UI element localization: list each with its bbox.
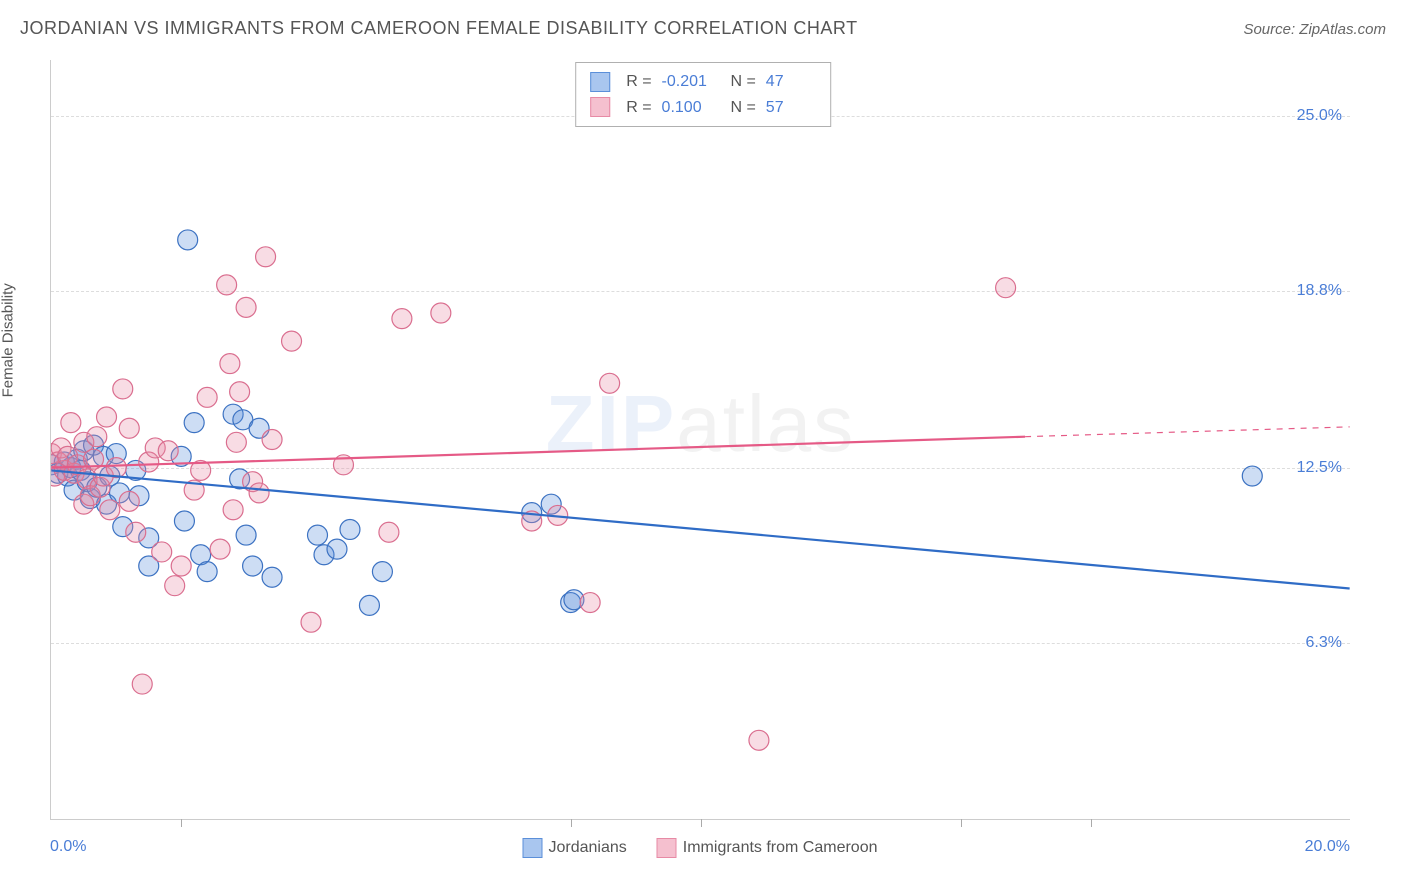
legend-item-cameroon: Immigrants from Cameroon bbox=[657, 838, 878, 858]
legend-label-cameroon: Immigrants from Cameroon bbox=[683, 839, 878, 856]
trend-line-dash-cameroon bbox=[1025, 427, 1350, 437]
scatter-point-cameroon bbox=[100, 500, 120, 520]
x-min-label: 0.0% bbox=[50, 838, 86, 856]
scatter-point-cameroon bbox=[220, 354, 240, 374]
chart-svg bbox=[51, 60, 1350, 819]
legend-swatch-jordanians bbox=[523, 838, 543, 858]
legend-swatch-cameroon bbox=[657, 838, 677, 858]
r-value-jordanians: -0.201 bbox=[662, 69, 712, 95]
scatter-point-jordanians bbox=[340, 519, 360, 539]
x-tick bbox=[1091, 819, 1092, 827]
scatter-point-cameroon bbox=[113, 379, 133, 399]
scatter-point-jordanians bbox=[178, 230, 198, 250]
scatter-point-cameroon bbox=[171, 556, 191, 576]
legend-label-jordanians: Jordanians bbox=[549, 839, 627, 856]
scatter-point-cameroon bbox=[158, 441, 178, 461]
scatter-point-cameroon bbox=[97, 407, 117, 427]
scatter-point-cameroon bbox=[226, 432, 246, 452]
x-tick bbox=[571, 819, 572, 827]
n-value-cameroon: 57 bbox=[766, 95, 816, 121]
source-label: Source: ZipAtlas.com bbox=[1243, 21, 1386, 38]
title-bar: JORDANIAN VS IMMIGRANTS FROM CAMEROON FE… bbox=[20, 18, 1386, 39]
scatter-point-cameroon bbox=[256, 247, 276, 267]
scatter-point-jordanians bbox=[236, 525, 256, 545]
series-legend: Jordanians Immigrants from Cameroon bbox=[523, 838, 878, 858]
scatter-point-jordanians bbox=[327, 539, 347, 559]
scatter-point-cameroon bbox=[119, 418, 139, 438]
scatter-point-jordanians bbox=[372, 562, 392, 582]
x-tick bbox=[701, 819, 702, 827]
scatter-point-jordanians bbox=[243, 556, 263, 576]
scatter-point-cameroon bbox=[210, 539, 230, 559]
scatter-point-cameroon bbox=[262, 430, 282, 450]
trend-line-cameroon bbox=[51, 437, 1025, 468]
x-tick bbox=[961, 819, 962, 827]
r-label: R = bbox=[626, 95, 651, 121]
scatter-point-cameroon bbox=[132, 674, 152, 694]
scatter-point-jordanians bbox=[174, 511, 194, 531]
scatter-point-jordanians bbox=[308, 525, 328, 545]
x-axis-labels: 0.0% JordaniansImmigrants from Cameroon … bbox=[50, 838, 1350, 868]
scatter-point-jordanians bbox=[262, 567, 282, 587]
legend-item-jordanians: Jordanians bbox=[523, 838, 627, 858]
scatter-point-jordanians bbox=[359, 595, 379, 615]
scatter-point-cameroon bbox=[223, 500, 243, 520]
correlation-legend: R = -0.201 N = 47R = 0.100 N = 57 bbox=[575, 62, 831, 127]
scatter-point-cameroon bbox=[580, 593, 600, 613]
scatter-point-cameroon bbox=[749, 730, 769, 750]
plot-area: ZIPatlas 6.3%12.5%18.8%25.0% bbox=[50, 60, 1350, 820]
r-label: R = bbox=[626, 69, 651, 95]
scatter-point-jordanians bbox=[1242, 466, 1262, 486]
n-value-jordanians: 47 bbox=[766, 69, 816, 95]
scatter-point-cameroon bbox=[236, 297, 256, 317]
scatter-point-cameroon bbox=[217, 275, 237, 295]
n-label: N = bbox=[722, 95, 756, 121]
correlation-legend-row-jordanians: R = -0.201 N = 47 bbox=[590, 69, 816, 95]
y-axis-label: Female Disability bbox=[0, 283, 17, 397]
scatter-point-jordanians bbox=[197, 562, 217, 582]
scatter-point-cameroon bbox=[392, 309, 412, 329]
scatter-point-cameroon bbox=[230, 382, 250, 402]
scatter-point-cameroon bbox=[301, 612, 321, 632]
scatter-point-cameroon bbox=[61, 413, 81, 433]
legend-swatch-jordanians bbox=[590, 72, 610, 92]
chart-title: JORDANIAN VS IMMIGRANTS FROM CAMEROON FE… bbox=[20, 18, 858, 39]
x-max-label: 20.0% bbox=[1305, 838, 1350, 856]
scatter-point-jordanians bbox=[184, 413, 204, 433]
scatter-point-cameroon bbox=[379, 522, 399, 542]
scatter-point-cameroon bbox=[152, 542, 172, 562]
r-value-cameroon: 0.100 bbox=[662, 95, 712, 121]
scatter-point-cameroon bbox=[165, 576, 185, 596]
legend-swatch-cameroon bbox=[590, 97, 610, 117]
scatter-point-cameroon bbox=[197, 387, 217, 407]
n-label: N = bbox=[722, 69, 756, 95]
x-tick bbox=[181, 819, 182, 827]
scatter-point-cameroon bbox=[249, 483, 269, 503]
scatter-point-cameroon bbox=[282, 331, 302, 351]
correlation-legend-row-cameroon: R = 0.100 N = 57 bbox=[590, 95, 816, 121]
scatter-point-cameroon bbox=[600, 373, 620, 393]
scatter-point-cameroon bbox=[126, 522, 146, 542]
scatter-point-cameroon bbox=[431, 303, 451, 323]
scatter-point-cameroon bbox=[119, 491, 139, 511]
scatter-point-cameroon bbox=[996, 278, 1016, 298]
scatter-point-cameroon bbox=[87, 427, 107, 447]
